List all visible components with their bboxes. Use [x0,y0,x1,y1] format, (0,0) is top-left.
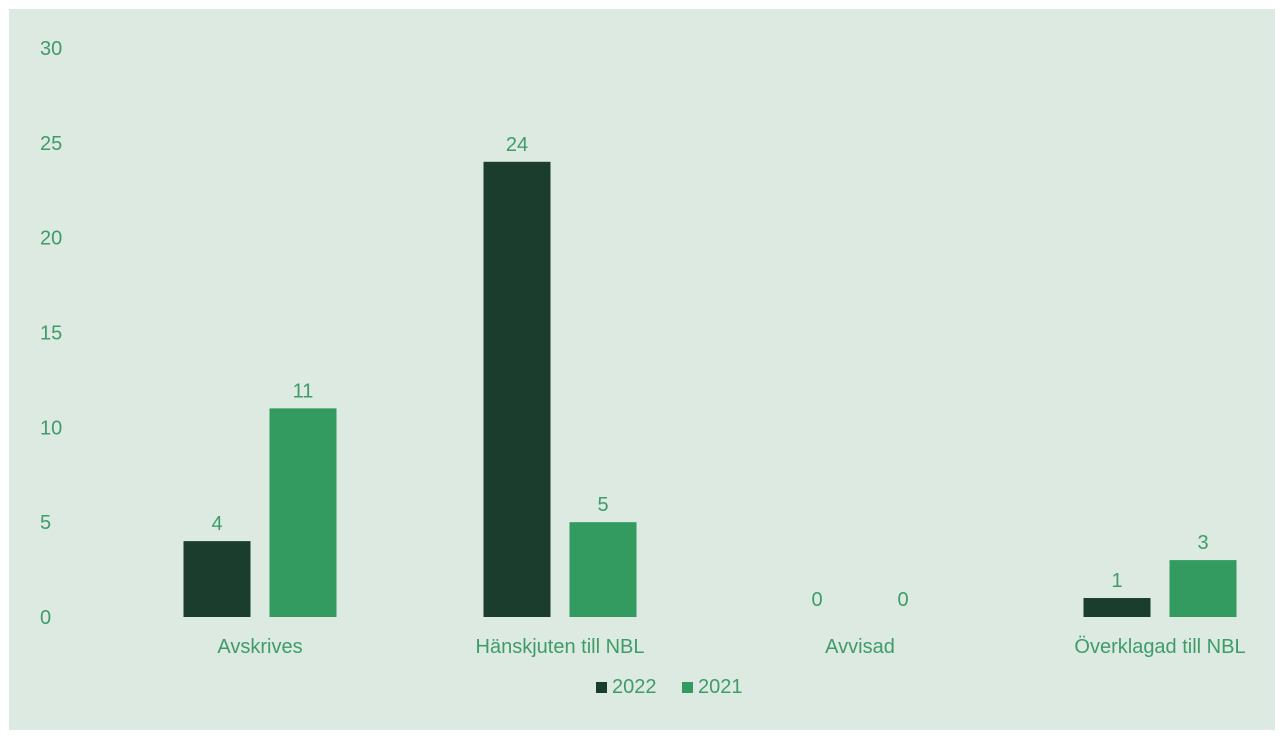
data-label: 5 [597,494,608,516]
x-category-label: Överklagad till NBL [1074,636,1245,658]
legend-label: 2021 [698,676,743,698]
legend-label: 2022 [612,676,657,698]
bar-2022 [183,541,251,617]
y-tick-label: 10 [40,417,62,439]
y-tick-label: 30 [40,38,62,60]
y-tick-label: 20 [40,228,62,250]
data-label: 1 [1111,570,1122,592]
bar-2021 [1169,560,1237,617]
bar-2021 [569,522,637,617]
data-labels: 4 11 24 5 0 0 1 3 [211,134,1208,611]
data-label: 0 [897,589,908,611]
bar-2022 [1083,598,1151,617]
data-label: 4 [211,513,222,535]
legend-swatch-2022 [596,682,607,693]
y-tick-label: 5 [40,512,51,534]
bar-2022 [483,161,551,618]
x-axis: Avskrives Hänskjuten till NBL Avvisad Överk… [217,636,1245,658]
data-label: 11 [293,380,314,402]
data-label: 0 [811,589,822,611]
data-label: 24 [506,134,528,156]
legend-swatch-2021 [682,682,693,693]
y-tick-label: 25 [40,133,62,155]
legend: 2022 2021 [596,676,743,698]
x-category-label: Avskrives [217,636,302,658]
bar-2021 [269,408,337,617]
x-category-label: Hänskjuten till NBL [476,636,645,658]
bars [183,161,1237,618]
data-label: 3 [1197,532,1208,554]
y-tick-label: 15 [40,323,62,345]
y-axis: 0 5 10 15 20 25 30 [40,38,62,629]
y-tick-label: 0 [40,607,51,629]
x-category-label: Avvisad [825,636,895,658]
